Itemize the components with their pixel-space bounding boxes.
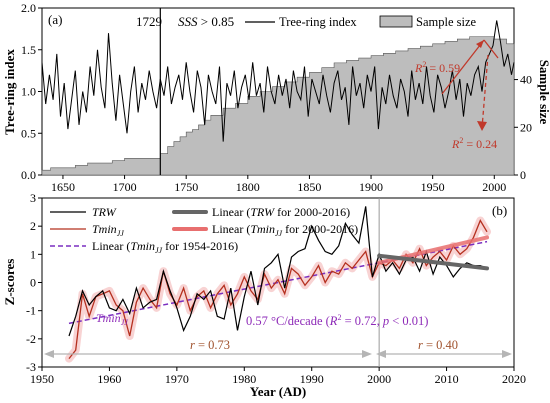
r2-annotation-059: R2 = 0.59 bbox=[414, 60, 460, 75]
panel-a-label: (a) bbox=[48, 12, 62, 27]
trend-arrows bbox=[441, 39, 499, 131]
sample-size-fill bbox=[41, 36, 515, 176]
x-tick-label: 1950 bbox=[30, 372, 54, 386]
x-tick-label: 1850 bbox=[297, 180, 321, 194]
panel-b-xlabel: Year (AD) bbox=[250, 384, 306, 399]
x-tick-label: 1650 bbox=[51, 180, 75, 194]
sss-annotation: SSS > 0.85 bbox=[178, 14, 234, 29]
panel-b-label: (b) bbox=[492, 203, 507, 218]
trend-rate-annotation: 0.57 °C/decade (R2 = 0.72, p < 0.01) bbox=[246, 313, 428, 328]
panel-a: 1650 1700 1750 1800 1850 1900 1950 2000 0.0 0.5 1… bbox=[2, 1, 550, 194]
y-tick-label: 0 bbox=[30, 276, 36, 290]
x-tick-label: 1990 bbox=[300, 372, 324, 386]
tree-ring-line bbox=[41, 20, 515, 142]
r-value-2: r = 0.40 bbox=[418, 338, 458, 352]
trend-arrow-upper bbox=[441, 39, 485, 95]
y-tick-label: 1 bbox=[30, 247, 36, 261]
x-tick-label: 1800 bbox=[236, 180, 260, 194]
legend-trw-trend-label: Linear (TRW for 2000-2016) bbox=[212, 205, 350, 219]
panel-a-x-ticks: 1650 1700 1750 1800 1850 1900 1950 2000 bbox=[51, 175, 506, 194]
panel-b-ylabel: Z-scores bbox=[2, 259, 17, 306]
trend-arrowhead-lower bbox=[477, 121, 487, 131]
year-marker-label: 1729 bbox=[136, 14, 162, 29]
panel-a-ylabel-right: Sample size bbox=[537, 60, 550, 125]
x-tick-label: 1750 bbox=[174, 180, 198, 194]
legend-sample-size-swatch bbox=[379, 15, 413, 28]
y-tick-label: 3 bbox=[30, 191, 36, 205]
y-tick-label: 2 bbox=[30, 219, 36, 233]
r-range-arrowhead-1a bbox=[44, 350, 54, 358]
panel-b: 1950 1960 1970 1980 1990 2000 2010 2020 -3 -2 -1 0… bbox=[2, 191, 526, 399]
legend-tmin-long-label: Linear (TminJJ for 1954-2016) bbox=[92, 239, 238, 255]
legend-tree-ring-label: Tree-ring index bbox=[279, 15, 357, 29]
r-value-1: r = 0.73 bbox=[190, 338, 230, 352]
x-tick-label: 2000 bbox=[367, 372, 391, 386]
y-tick-label: -3 bbox=[26, 360, 36, 374]
y-tick-label: 0.0 bbox=[21, 168, 36, 182]
legend-tmin-trend-label: Linear (TminJJ for 2000-2016) bbox=[212, 222, 358, 238]
y-tick-label: 1.5 bbox=[21, 43, 36, 57]
y-right-tick-label: 40 bbox=[520, 73, 532, 87]
panel-a-ylabel-left: Tree-ring index bbox=[2, 49, 17, 135]
x-tick-label: 1970 bbox=[165, 372, 189, 386]
y-tick-label: -2 bbox=[26, 332, 36, 346]
y-right-tick-label: 0 bbox=[520, 168, 526, 182]
r-range-arrowhead-2a bbox=[376, 350, 386, 358]
y-tick-label: 1.0 bbox=[21, 85, 36, 99]
y-tick-label: 0.5 bbox=[21, 126, 36, 140]
x-tick-label: 1980 bbox=[232, 372, 256, 386]
y-tick-label: -1 bbox=[26, 304, 36, 318]
r2-annotation-024: R2 = 0.24 bbox=[451, 136, 497, 151]
legend-tmin-label: TminJJ bbox=[92, 222, 124, 238]
trend-arrowhead-upper bbox=[476, 40, 484, 48]
r-range-arrowhead-1b bbox=[362, 350, 372, 358]
panel-a-y-ticks-right: 0 20 40 bbox=[514, 73, 532, 182]
panel-a-y-ticks-left: 0.0 0.5 1.0 1.5 2.0 bbox=[21, 1, 42, 182]
panel-b-y-ticks: -3 -2 -1 0 1 2 3 bbox=[26, 191, 42, 374]
sample-size-area bbox=[41, 36, 515, 176]
trw-line bbox=[68, 206, 488, 337]
x-tick-label: 1950 bbox=[421, 180, 445, 194]
tmin-inline-label: TminJJ bbox=[96, 311, 128, 327]
y-tick-label: 2.0 bbox=[21, 1, 36, 15]
x-tick-label: 2010 bbox=[435, 372, 459, 386]
x-tick-label: 2000 bbox=[482, 180, 506, 194]
trw-recent-trend bbox=[377, 253, 490, 271]
r-range-arrowhead-2b bbox=[502, 350, 512, 358]
x-tick-label: 1900 bbox=[359, 180, 383, 194]
panel-b-x-ticks: 1950 1960 1970 1980 1990 2000 2010 2020 bbox=[30, 367, 526, 386]
trend-arrow-dashed bbox=[481, 54, 489, 129]
y-right-tick-label: 20 bbox=[520, 120, 532, 134]
legend-sample-size-label: Sample size bbox=[416, 15, 477, 29]
x-tick-label: 2020 bbox=[502, 372, 526, 386]
tree-ring-series bbox=[41, 20, 515, 142]
trend-arrow-upper-right bbox=[483, 39, 499, 59]
legend-trw-label: TRW bbox=[92, 205, 117, 219]
x-tick-label: 1960 bbox=[97, 372, 121, 386]
x-tick-label: 1700 bbox=[113, 180, 137, 194]
